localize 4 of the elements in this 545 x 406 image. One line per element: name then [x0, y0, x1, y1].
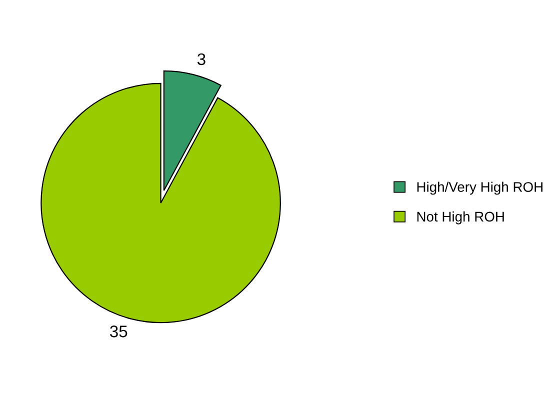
legend-label: High/Very High ROH	[417, 182, 542, 195]
data-label: 35	[110, 326, 128, 338]
data-label: 3	[197, 53, 206, 66]
legend-label: Not High ROH	[417, 211, 504, 224]
